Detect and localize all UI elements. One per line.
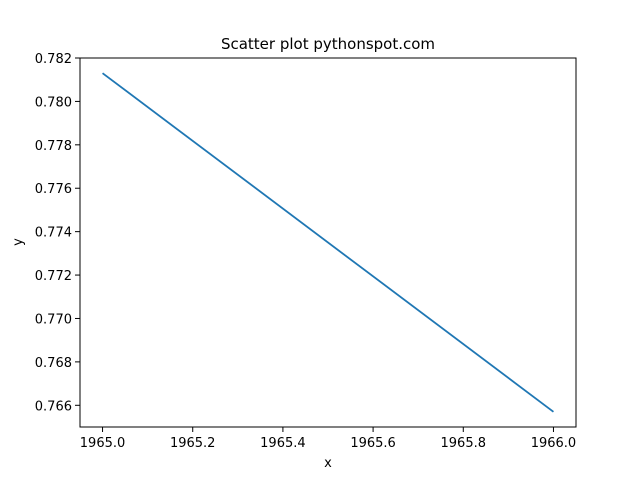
- y-axis-label: y: [11, 238, 26, 246]
- x-tick-label: 1965.8: [441, 436, 487, 451]
- x-axis: 1965.0 1965.2 1965.4 1965.6 1965.8 1966.0: [80, 427, 576, 451]
- y-tick-label: 0.766: [35, 399, 72, 414]
- y-tick-label: 0.772: [35, 269, 72, 284]
- y-tick-label: 0.778: [35, 139, 72, 154]
- x-tick-label: 1965.4: [260, 436, 306, 451]
- y-tick-label: 0.768: [35, 356, 72, 371]
- x-tick-label: 1965.0: [80, 436, 126, 451]
- y-tick-label: 0.774: [35, 226, 72, 241]
- x-tick-label: 1966.0: [531, 436, 577, 451]
- y-tick-label: 0.776: [35, 182, 72, 197]
- x-tick-label: 1965.2: [170, 436, 216, 451]
- y-tick-label: 0.770: [35, 312, 72, 327]
- chart-title: Scatter plot pythonspot.com: [221, 35, 435, 53]
- x-axis-label: x: [324, 456, 332, 471]
- plot-area: [79, 57, 577, 428]
- x-tick-label: 1965.6: [350, 436, 396, 451]
- series-line: [102, 72, 554, 413]
- y-tick-label: 0.780: [35, 95, 72, 110]
- y-axis: 0.766 0.768 0.770 0.772 0.774 0.776 0.778 0.780…: [35, 52, 80, 414]
- axes-frame: [79, 57, 577, 428]
- y-tick-label: 0.782: [35, 52, 72, 67]
- series-layer: [102, 72, 554, 413]
